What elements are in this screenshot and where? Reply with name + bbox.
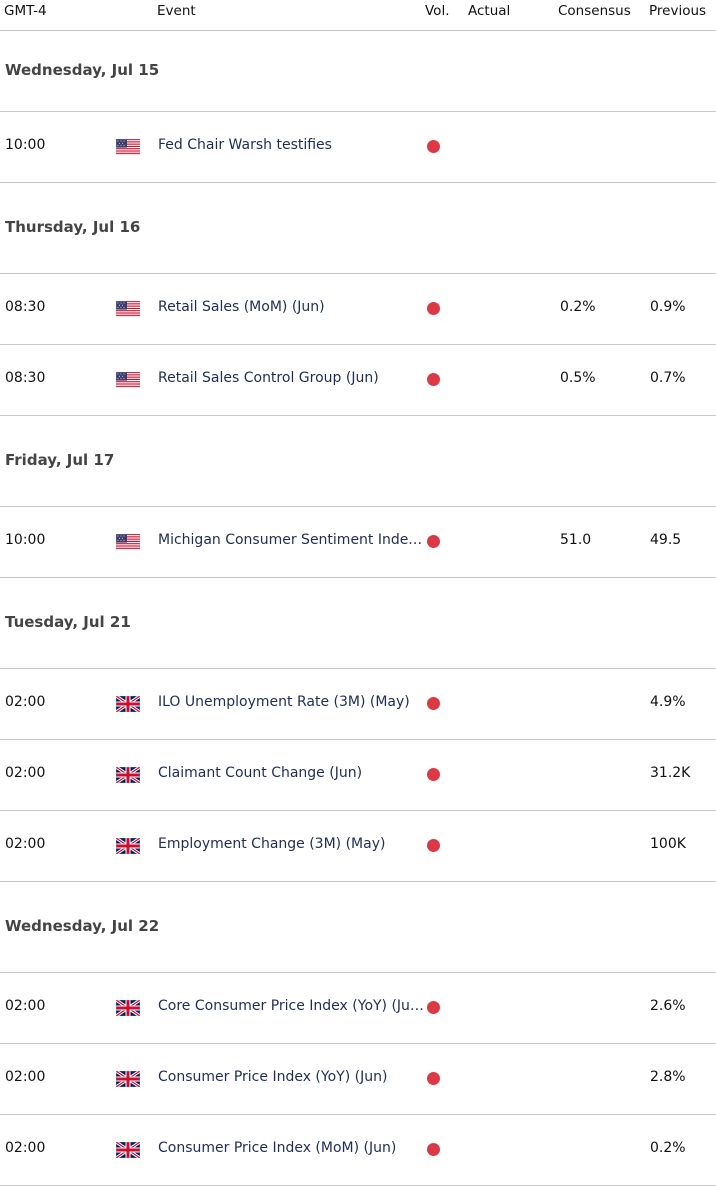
us-flag-icon	[115, 138, 141, 156]
date-label: Wednesday, Jul 22	[5, 916, 160, 935]
date-group-header: Wednesday, Jul 22	[0, 881, 716, 973]
high-volatility-icon	[427, 1143, 440, 1156]
event-name-link[interactable]: Fed Chair Warsh testifies	[158, 137, 332, 153]
uk-flag-icon	[115, 694, 141, 714]
event-time: 10:00	[5, 532, 46, 548]
event-time: 02:00	[5, 1140, 46, 1156]
event-previous: 2.6%	[650, 998, 686, 1014]
date-group-header: Wednesday, Jul 15	[0, 30, 716, 112]
event-time: 02:00	[5, 998, 46, 1014]
event-previous: 2.8%	[650, 1069, 686, 1085]
high-volatility-icon	[427, 1072, 440, 1085]
high-volatility-icon	[427, 697, 440, 710]
volatility-column-header: Vol.	[425, 3, 450, 19]
event-name-link[interactable]: Retail Sales (MoM) (Jun)	[158, 299, 325, 315]
event-row[interactable]: 02:00 ILO Unemployment Rate (3M) (May) 4.9…	[0, 668, 716, 740]
event-time: 08:30	[5, 299, 46, 315]
uk-flag-icon	[115, 1069, 141, 1089]
high-volatility-icon	[427, 373, 440, 386]
event-name-link[interactable]: ILO Unemployment Rate (3M) (May)	[158, 694, 410, 710]
us-flag-icon	[115, 371, 141, 389]
high-volatility-icon	[427, 1001, 440, 1014]
high-volatility-icon	[427, 140, 440, 153]
event-time: 02:00	[5, 1069, 46, 1085]
event-previous: 4.9%	[650, 694, 686, 710]
event-row[interactable]: 02:00 Employment Change (3M) (May) 100K	[0, 810, 716, 882]
event-row[interactable]: 02:00 Claimant Count Change (Jun) 31.2K	[0, 739, 716, 811]
event-name-link[interactable]: Core Consumer Price Index (YoY) (Ju…	[158, 998, 424, 1014]
event-name-link[interactable]: Retail Sales Control Group (Jun)	[158, 370, 379, 386]
event-previous: 0.2%	[650, 1140, 686, 1156]
us-flag-icon	[115, 533, 141, 551]
consensus-column-header: Consensus	[558, 3, 631, 19]
uk-flag-icon	[115, 998, 141, 1018]
event-consensus: 0.2%	[560, 299, 596, 315]
high-volatility-icon	[427, 302, 440, 315]
event-name-link[interactable]: Consumer Price Index (MoM) (Jun)	[158, 1140, 397, 1156]
uk-flag-icon	[115, 765, 141, 785]
event-time: 08:30	[5, 370, 46, 386]
us-flag-icon	[115, 300, 141, 318]
uk-flag-icon	[115, 836, 141, 856]
event-row[interactable]: 02:00 Consumer Price Index (YoY) (Jun) 2.8…	[0, 1043, 716, 1115]
event-time: 02:00	[5, 765, 46, 781]
high-volatility-icon	[427, 839, 440, 852]
event-previous: 31.2K	[650, 765, 691, 781]
date-group-header: Thursday, Jul 16	[0, 182, 716, 274]
event-name-link[interactable]: Michigan Consumer Sentiment Index…	[158, 532, 424, 548]
date-group-header: Friday, Jul 17	[0, 415, 716, 507]
event-row[interactable]: 02:00 Consumer Price Index (MoM) (Jun) 0.2…	[0, 1114, 716, 1186]
event-row[interactable]: 08:30 Retail Sales Control Group (Jun) 0.5…	[0, 344, 716, 416]
actual-column-header: Actual	[468, 3, 511, 19]
event-row[interactable]: 08:30 Retail Sales (MoM) (Jun) 0.2% 0.9%	[0, 273, 716, 345]
high-volatility-icon	[427, 535, 440, 548]
uk-flag-icon	[115, 1140, 141, 1160]
event-row[interactable]: 10:00 Fed Chair Warsh testifies	[0, 111, 716, 183]
date-label: Thursday, Jul 16	[5, 217, 141, 236]
timezone-label[interactable]: GMT-4	[4, 3, 47, 19]
event-row[interactable]: 02:00 Core Consumer Price Index (YoY) (Ju…	[0, 972, 716, 1044]
event-column-header: Event	[157, 3, 196, 19]
date-label: Friday, Jul 17	[5, 450, 115, 469]
event-name-link[interactable]: Claimant Count Change (Jun)	[158, 765, 363, 781]
event-consensus: 51.0	[560, 532, 592, 548]
event-consensus: 0.5%	[560, 370, 596, 386]
previous-column-header: Previous	[649, 3, 707, 19]
high-volatility-icon	[427, 768, 440, 781]
event-previous: 0.9%	[650, 299, 686, 315]
date-label: Tuesday, Jul 21	[5, 612, 131, 631]
event-previous: 49.5	[650, 532, 682, 548]
event-row[interactable]: 10:00 Michigan Consumer Sentiment Index… 5…	[0, 506, 716, 578]
event-time: 02:00	[5, 694, 46, 710]
table-header: GMT-4 Event Vol. Actual Consensus Previo…	[0, 0, 716, 31]
event-name-link[interactable]: Consumer Price Index (YoY) (Jun)	[158, 1069, 388, 1085]
date-group-header: Tuesday, Jul 21	[0, 577, 716, 669]
event-time: 10:00	[5, 137, 46, 153]
event-previous: 100K	[650, 836, 686, 852]
event-time: 02:00	[5, 836, 46, 852]
date-label: Wednesday, Jul 15	[5, 60, 160, 79]
event-name-link[interactable]: Employment Change (3M) (May)	[158, 836, 386, 852]
event-previous: 0.7%	[650, 370, 686, 386]
